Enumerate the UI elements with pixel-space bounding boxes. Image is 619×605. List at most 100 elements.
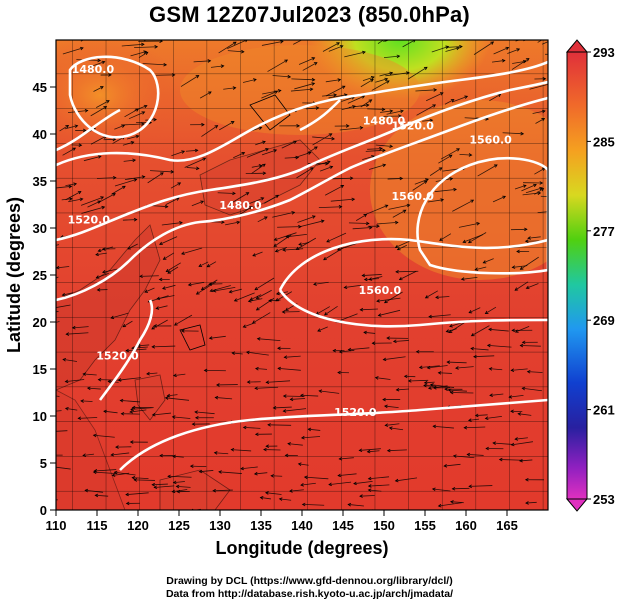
wind-arrowhead: [377, 313, 382, 317]
wind-streamline: [328, 481, 352, 485]
wind-arrowhead: [359, 494, 363, 498]
wind-arrowhead: [402, 209, 407, 213]
wind-arrowhead: [171, 415, 176, 419]
wind-arrowhead: [125, 501, 130, 506]
wind-arrowhead: [131, 405, 136, 410]
wind-arrowhead: [382, 357, 387, 362]
wind-arrowhead: [151, 412, 156, 417]
wind-streamline: [138, 51, 149, 58]
wind-arrowhead: [143, 50, 148, 54]
wind-arrowhead: [252, 253, 257, 257]
wind-streamline: [201, 125, 218, 137]
wind-streamline: [489, 93, 501, 102]
wind-arrowhead: [427, 386, 432, 390]
wind-streamline: [434, 188, 457, 193]
wind-arrowhead: [331, 136, 335, 141]
wind-streamline: [440, 148, 460, 160]
wind-arrowhead: [313, 62, 318, 66]
wind-arrowhead: [202, 157, 207, 161]
wind-streamline: [471, 348, 489, 351]
wind-arrowhead: [206, 263, 211, 268]
wind-arrowhead: [113, 470, 118, 475]
wind-arrowhead: [209, 288, 214, 293]
wind-streamline: [341, 105, 356, 111]
wind-arrowhead: [79, 197, 84, 202]
wind-streamline: [522, 387, 542, 392]
wind-streamline: [184, 157, 206, 168]
wind-streamline: [62, 292, 73, 296]
wind-arrowhead: [470, 346, 474, 351]
wind-arrowhead: [79, 46, 84, 51]
chart-title: GSM 12Z07Jul2023 (850.0hPa): [149, 2, 470, 27]
wind-arrowhead: [167, 474, 171, 479]
wind-streamline: [359, 495, 375, 497]
wind-arrowhead: [502, 195, 507, 199]
wind-streamline: [423, 385, 436, 387]
wind-arrowhead: [501, 58, 506, 63]
wind-arrowhead: [370, 76, 375, 80]
wind-streamline: [368, 476, 390, 480]
wind-streamline: [277, 226, 301, 228]
wind-arrowhead: [533, 183, 537, 188]
wind-arrowhead: [130, 407, 134, 411]
wind-arrowhead: [282, 409, 287, 413]
wind-streamline: [385, 423, 400, 426]
wind-streamline: [93, 434, 115, 438]
wind-streamline: [300, 394, 319, 397]
wind-streamline: [483, 258, 494, 264]
wind-arrowhead: [429, 383, 434, 387]
wind-arrowhead: [309, 87, 314, 92]
wind-streamline: [325, 79, 341, 83]
wind-streamline: [348, 222, 369, 224]
wind-streamline: [347, 95, 365, 104]
wind-arrowhead: [132, 158, 137, 163]
wind-arrowhead: [351, 197, 356, 202]
wind-streamline: [283, 248, 304, 251]
wind-arrowhead: [424, 295, 429, 299]
wind-streamline: [316, 161, 331, 166]
wind-arrowhead: [173, 373, 177, 378]
wind-streamline: [174, 314, 193, 326]
wind-arrowhead: [167, 270, 172, 274]
wind-arrowhead: [278, 497, 283, 501]
wind-arrowhead: [453, 187, 457, 192]
x-tick-label: 140: [291, 518, 313, 533]
wind-streamline: [298, 242, 310, 245]
wind-arrowhead: [374, 376, 379, 380]
wind-arrowhead: [488, 327, 492, 332]
wind-streamline: [477, 164, 498, 177]
wind-arrowhead: [43, 247, 46, 250]
wind-streamline: [301, 436, 321, 439]
wind-arrowhead: [84, 108, 89, 113]
wind-arrowhead: [44, 393, 47, 396]
wind-streamline: [511, 58, 530, 70]
wind-arrowhead: [368, 99, 373, 103]
wind-arrowhead: [198, 469, 203, 474]
wind-streamline: [455, 366, 474, 369]
wind-arrowhead: [541, 118, 546, 122]
wind-arrowhead: [282, 394, 287, 398]
wind-arrowhead: [468, 310, 473, 314]
wind-arrowhead: [273, 149, 278, 153]
wind-streamline: [252, 312, 271, 324]
wind-arrowhead: [311, 57, 316, 61]
credits-line-1: Drawing by DCL (https://www.gfd-dennou.o…: [166, 575, 453, 587]
wind-arrowhead: [283, 355, 288, 359]
wind-arrowhead: [367, 484, 372, 488]
wind-arrowhead: [131, 476, 136, 480]
wind-arrowhead: [484, 310, 489, 315]
wind-arrowhead: [400, 109, 404, 114]
wind-arrowhead: [525, 501, 529, 505]
wind-streamline: [402, 40, 416, 48]
wind-streamline: [272, 75, 291, 78]
wind-streamline: [156, 305, 168, 309]
wind-arrowhead: [115, 445, 119, 449]
wind-arrowhead: [133, 478, 138, 482]
wind-streamline: [241, 466, 258, 470]
wind-arrowhead: [141, 122, 145, 126]
wind-arrowhead: [93, 469, 98, 473]
wind-arrowhead: [498, 457, 503, 462]
wind-arrowhead: [102, 270, 106, 274]
wind-arrowhead: [389, 109, 394, 113]
